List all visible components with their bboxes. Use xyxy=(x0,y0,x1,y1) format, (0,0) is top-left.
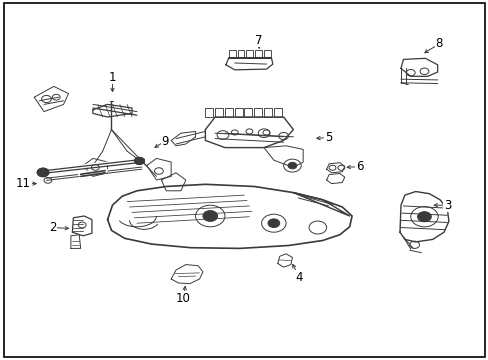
Bar xyxy=(264,108,271,117)
Text: 4: 4 xyxy=(295,271,303,284)
Bar xyxy=(234,108,242,117)
Bar xyxy=(255,50,262,58)
Text: 3: 3 xyxy=(443,199,450,212)
Circle shape xyxy=(134,157,144,165)
Bar xyxy=(224,108,232,117)
Bar xyxy=(237,50,244,58)
Circle shape xyxy=(37,168,49,177)
Bar xyxy=(254,108,262,117)
Circle shape xyxy=(287,162,296,169)
Text: 11: 11 xyxy=(16,177,31,190)
Text: 6: 6 xyxy=(355,160,363,173)
Bar xyxy=(273,108,281,117)
Circle shape xyxy=(203,211,217,221)
Bar xyxy=(244,108,252,117)
Text: 5: 5 xyxy=(324,131,332,144)
Bar xyxy=(228,50,235,58)
Bar xyxy=(205,108,213,117)
Circle shape xyxy=(417,212,430,222)
Text: 1: 1 xyxy=(108,71,116,84)
Bar xyxy=(215,108,223,117)
Text: 9: 9 xyxy=(161,135,169,148)
Bar xyxy=(264,50,270,58)
Bar xyxy=(246,50,253,58)
Text: 8: 8 xyxy=(434,37,442,50)
Text: 10: 10 xyxy=(176,292,190,305)
Circle shape xyxy=(267,219,279,228)
Text: 7: 7 xyxy=(255,34,263,47)
Text: 2: 2 xyxy=(49,221,57,234)
